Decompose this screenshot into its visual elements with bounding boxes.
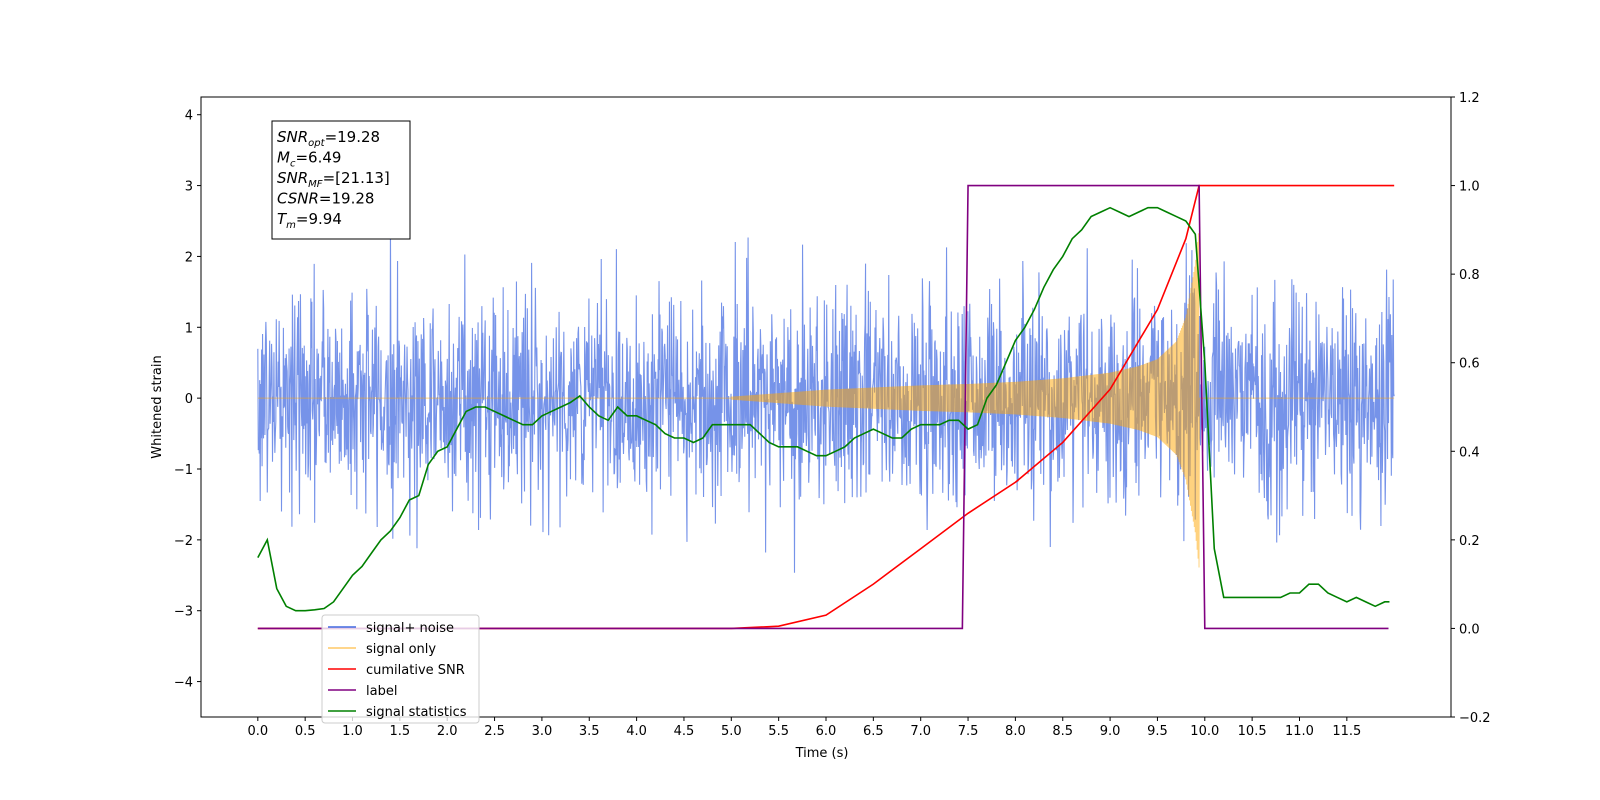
x-axis-label: Time (s) bbox=[795, 746, 849, 761]
annotation-value: =9.94 bbox=[296, 210, 342, 228]
annotation-line: SNRMF=[21.13] bbox=[277, 169, 390, 190]
y-left-tick-label: 4 bbox=[185, 109, 193, 124]
x-tick-label: 1.5 bbox=[390, 724, 411, 739]
x-tick-label: 3.5 bbox=[579, 724, 600, 739]
y-right-tick-label: 0.8 bbox=[1459, 268, 1480, 283]
y-left-tick-label: 1 bbox=[185, 321, 193, 336]
y-right-tick-label: −0.2 bbox=[1459, 711, 1491, 726]
y-axis-label-left: Whitened strain bbox=[150, 355, 165, 458]
y-right-tick-label: 0.4 bbox=[1459, 445, 1480, 460]
legend-label: signal statistics bbox=[366, 705, 467, 720]
x-tick-label: 1.0 bbox=[342, 724, 363, 739]
x-tick-label: 8.5 bbox=[1052, 724, 1073, 739]
annotation-subscript: MF bbox=[308, 179, 323, 190]
x-tick-label: 6.0 bbox=[816, 724, 837, 739]
legend-label: signal only bbox=[366, 642, 436, 657]
x-tick-label: 2.5 bbox=[484, 724, 505, 739]
annotation-subscript: opt bbox=[308, 138, 325, 149]
x-tick-label: 7.5 bbox=[958, 724, 979, 739]
y-left-tick-label: 2 bbox=[185, 250, 193, 265]
x-tick-label: 9.0 bbox=[1100, 724, 1121, 739]
x-tick-label: 11.0 bbox=[1285, 724, 1314, 739]
y-left-tick-label: −2 bbox=[174, 534, 193, 549]
legend: signal+ noise signal only cumilative SNR la… bbox=[321, 614, 480, 724]
y-right-tick-label: 0.6 bbox=[1459, 357, 1480, 372]
annotation-value: =19.28 bbox=[325, 128, 381, 146]
x-tick-label: 5.5 bbox=[768, 724, 789, 739]
annotation-line: CSNR=19.28 bbox=[277, 190, 374, 208]
y-right-tick-label: 0.0 bbox=[1459, 622, 1480, 637]
legend-frame bbox=[321, 614, 480, 724]
x-tick-label: 9.5 bbox=[1147, 724, 1168, 739]
x-tick-label: 2.0 bbox=[437, 724, 458, 739]
x-tick-label: 5.0 bbox=[721, 724, 742, 739]
x-tick-label: 0.0 bbox=[247, 724, 268, 739]
y-right-tick-label: 1.0 bbox=[1459, 180, 1480, 195]
series-line-cumilative-snr bbox=[257, 184, 1395, 630]
annotation-subscript: c bbox=[290, 159, 296, 170]
legend-label: label bbox=[366, 684, 397, 699]
y-left-tick-label: −3 bbox=[174, 605, 193, 620]
x-tick-label: 10.5 bbox=[1238, 724, 1267, 739]
annotation-value: =6.49 bbox=[295, 149, 341, 167]
annotation-symbol: CSNR bbox=[277, 190, 319, 208]
y-right-tick-label: 1.2 bbox=[1459, 91, 1480, 106]
x-tick-label: 6.5 bbox=[863, 724, 884, 739]
x-tick-label: 4.0 bbox=[626, 724, 647, 739]
annotation-line: SNRopt=19.28 bbox=[277, 128, 380, 149]
x-tick-label: 4.5 bbox=[674, 724, 695, 739]
annotation-line: Tm=9.94 bbox=[277, 210, 342, 231]
x-tick-label: 0.5 bbox=[295, 724, 316, 739]
stats-annotation-box: SNRopt=19.28Mc=6.49SNRMF=[21.13]CSNR=19.… bbox=[271, 120, 411, 240]
series-line-signal-only bbox=[257, 233, 1395, 568]
x-tick-label: 3.0 bbox=[532, 724, 553, 739]
x-tick-label: 11.5 bbox=[1332, 724, 1361, 739]
annotation-value: =[21.13] bbox=[323, 169, 390, 187]
annotation-subscript: m bbox=[286, 220, 296, 231]
series-line-label bbox=[257, 184, 1389, 630]
x-tick-label: 8.0 bbox=[1005, 724, 1026, 739]
annotation-symbol: SNR bbox=[277, 128, 308, 146]
y-left-tick-label: −1 bbox=[174, 463, 193, 478]
annotation-symbol: M bbox=[277, 149, 290, 167]
y-left-tick-label: 3 bbox=[185, 180, 193, 195]
annotation-line: Mc=6.49 bbox=[277, 149, 341, 170]
y-right-tick-label: 0.2 bbox=[1459, 534, 1480, 549]
plot-data-layer bbox=[257, 184, 1395, 630]
legend-label: signal+ noise bbox=[366, 621, 454, 636]
annotation-frame bbox=[271, 120, 411, 240]
y-left-tick-label: 0 bbox=[185, 392, 193, 407]
y-left-tick-label: −4 bbox=[174, 676, 193, 691]
annotation-symbol: SNR bbox=[277, 169, 308, 187]
legend-label: cumilative SNR bbox=[366, 663, 465, 678]
x-tick-label: 7.0 bbox=[910, 724, 931, 739]
series-line-signal-statistics bbox=[257, 206, 1390, 612]
x-tick-label: 10.0 bbox=[1190, 724, 1219, 739]
annotation-value: =19.28 bbox=[319, 190, 375, 208]
annotation-symbol: T bbox=[277, 210, 288, 228]
axes-ticks: 0.0 0.5 1.0 1.5 2.0 2.5 3.0 3.5 4.0 4.5 5.0 5.5 6.0 6… bbox=[174, 91, 1491, 739]
